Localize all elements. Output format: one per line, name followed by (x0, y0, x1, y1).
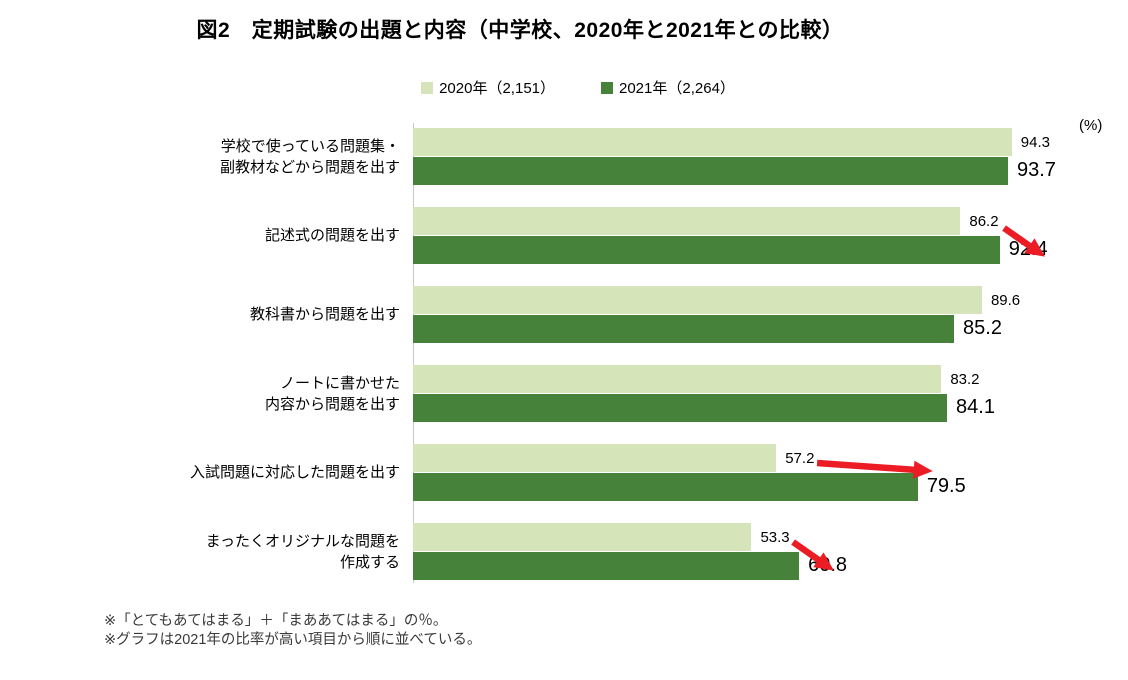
bar-2021 (413, 393, 948, 422)
chart-row: 記述式の問題を出す 86.292.4 (0, 207, 1128, 264)
bar-2020 (413, 207, 961, 236)
category-label: 入試問題に対応した問題を出す (189, 464, 400, 481)
chart-row: 教科書から問題を出す 89.6 85.2 (0, 286, 1128, 343)
chart-row: 入試問題に対応した問題を出す 57.2 79.5 (0, 444, 1128, 501)
value-label-2020: 94.3 (1020, 133, 1050, 151)
bar-2020 (413, 128, 1012, 157)
chart-row: まったくオリジナルな問題を 作成する 53.360.8 (0, 523, 1128, 580)
category-label: 学校で使っている問題集・ 副教材などから問題を出す (219, 137, 400, 176)
chart-row: ノートに書かせた 内容から問題を出す 83.2 84.1 (0, 365, 1128, 422)
increase-arrow-icon (1002, 225, 1045, 257)
value-label-2020: 89.6 (990, 291, 1021, 309)
value-label-2021: 84.1 (956, 396, 995, 419)
value-label-2021: 79.5 (926, 475, 966, 498)
footnote-2: ※グラフは2021年の比率が高い項目から順に並べている。 (104, 632, 482, 649)
footnotes: ※「とてもあてはまる」＋「まああてはまる」の％。 ※グラフは2021年の比率が高… (0, 612, 1128, 650)
legend-label-2021: 2021年（2,264） (619, 80, 735, 97)
value-label-2020: 53.3 (760, 528, 790, 546)
bar-2021 (413, 551, 800, 580)
legend-swatch-2021-icon (601, 81, 613, 94)
bar-2021 (413, 472, 918, 501)
bars-cell: 53.360.8 (413, 523, 1128, 580)
category-label: 教科書から問題を出す (249, 306, 400, 323)
axis-line (413, 123, 414, 583)
bars-cell: 89.6 85.2 (413, 286, 1128, 343)
bar-2020 (413, 365, 942, 394)
legend-item-2021: 2021年（2,264） (601, 77, 735, 98)
legend-swatch-2020-icon (421, 81, 434, 94)
bar-2021 (413, 235, 1000, 264)
increase-arrow-icon (816, 459, 933, 479)
increase-arrow-icon (791, 539, 834, 571)
bar-2020 (413, 523, 752, 552)
category-label: ノートに書かせた 内容から問題を出す (264, 374, 400, 413)
bars-cell: 83.2 84.1 (413, 365, 1128, 422)
category-label: 記述式の問題を出す (264, 227, 400, 244)
category-label: まったくオリジナルな問題を 作成する (205, 532, 400, 571)
value-label-2020: 86.2 (969, 212, 999, 230)
value-label-2021: 93.7 (1016, 159, 1056, 182)
legend-item-2020: 2020年（2,151） (421, 77, 555, 98)
bar-chart: 学校で使っている問題集・ 副教材などから問題を出す 94.3 93.7 記述式の問題を… (0, 123, 1128, 583)
bar-2021 (413, 314, 955, 343)
bars-cell: 94.3 93.7 (413, 128, 1128, 185)
bar-2020 (413, 444, 777, 473)
legend-label-2020: 2020年（2,151） (439, 80, 555, 97)
footnote-1: ※「とてもあてはまる」＋「まああてはまる」の％。 (104, 613, 448, 629)
chart-rows: 学校で使っている問題集・ 副教材などから問題を出す 94.3 93.7 記述式の問題を… (0, 128, 1128, 580)
legend: 2020年（2,151） 2021年（2,264） (14, 77, 1128, 98)
value-label-2020: 57.2 (785, 449, 815, 467)
bar-2021 (413, 156, 1008, 185)
value-label-2020: 83.2 (950, 370, 980, 388)
bar-2020 (413, 286, 982, 315)
unit-label: (%) (1079, 117, 1103, 134)
chart-title: 図2 定期試験の出題と内容（中学校、2020年と2021年との比較） (196, 19, 844, 42)
bars-cell: 86.292.4 (413, 207, 1128, 264)
value-label-2021: 85.2 (963, 317, 1002, 340)
chart-row: 学校で使っている問題集・ 副教材などから問題を出す 94.3 93.7 (0, 128, 1128, 185)
bars-cell: 57.2 79.5 (413, 444, 1128, 501)
